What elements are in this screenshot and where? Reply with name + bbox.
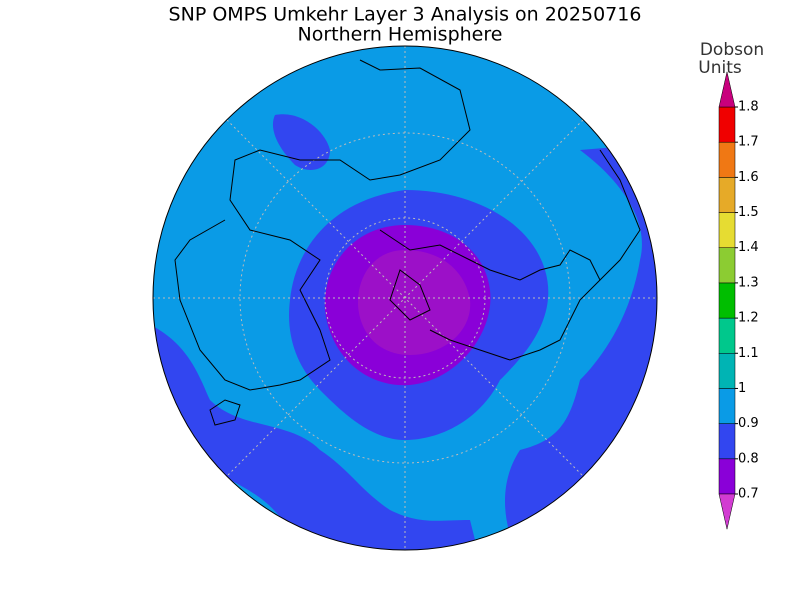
- colorbar-above: [718, 71, 736, 108]
- colorbar-tick-label: 1.8: [738, 100, 759, 115]
- colorbar-tick-label: 1.2: [738, 311, 759, 326]
- map-subtitle: Northern Hemisphere: [298, 24, 503, 46]
- map-border: [152, 45, 658, 551]
- contour-region: [357, 250, 471, 355]
- colorbar-segment: [718, 212, 736, 248]
- colorbar-segment: [718, 282, 736, 319]
- graticule: [153, 46, 657, 550]
- colorbar-segment: [718, 141, 736, 178]
- colorbar-segment: [718, 458, 736, 495]
- colorbar-title: Dobson: [700, 40, 764, 60]
- colorbar-tick-label: 1: [738, 381, 746, 396]
- colorbar: 0.7 0.8 0.9 1 1.1 1.2 1.3 1.4 1.5 1.6 1.7 1.8: [718, 71, 759, 530]
- colorbar-tick-label: 0.9: [738, 416, 759, 431]
- colorbar-tick-label: 0.7: [738, 487, 759, 502]
- colorbar-segment: [718, 106, 736, 143]
- colorbar-tick-label: 1.1: [738, 346, 759, 361]
- colorbar-segment: [718, 388, 736, 424]
- colorbar-tick-label: 1.6: [738, 170, 759, 185]
- coastlines: [174, 59, 641, 426]
- contour-region: [153, 320, 480, 550]
- colorbar-tick-label: 1.7: [738, 135, 759, 150]
- colorbar-title: Units: [698, 58, 742, 78]
- colorbar-below: [718, 493, 736, 530]
- colorbar-tick-label: 1.4: [738, 240, 759, 255]
- colorbar-segment: [718, 317, 736, 354]
- contour-region: [272, 114, 330, 170]
- map-title: SNP OMPS Umkehr Layer 3 Analysis on 2025…: [169, 4, 642, 26]
- colorbar-segment: [718, 247, 736, 284]
- colorbar-tick-label: 1.3: [738, 275, 759, 290]
- colorbar-tick-label: 1.5: [738, 205, 759, 220]
- colorbar-segment: [718, 177, 736, 213]
- colorbar-segment: [718, 423, 736, 460]
- colorbar-tick-label: 0.8: [738, 451, 759, 466]
- colorbar-segment: [718, 353, 736, 389]
